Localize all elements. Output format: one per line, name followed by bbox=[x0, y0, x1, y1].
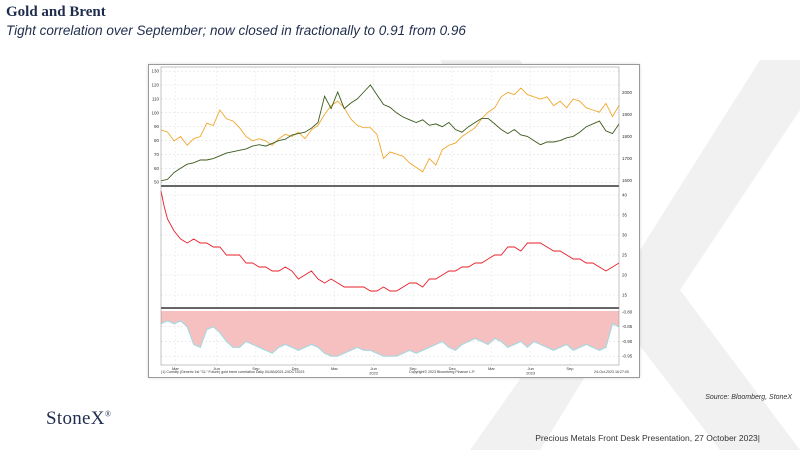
y-left-tick-label: 70 bbox=[154, 152, 160, 157]
x-tick-label: Mar bbox=[331, 366, 339, 371]
y-right-tick-label: -0.80 bbox=[622, 309, 633, 314]
y-left-tick-label: 130 bbox=[151, 69, 159, 74]
chart-canvas: 130 120 110 100 90 80 70 60 50 2000 1900 1800 1700 16… bbox=[151, 66, 633, 376]
y-right-tick-label: 1600 bbox=[622, 178, 633, 183]
x-year-label: 2023 bbox=[526, 371, 536, 376]
y-right-tick-label: 1900 bbox=[622, 112, 633, 117]
source-note: Source: Bloomberg, StoneX bbox=[705, 394, 792, 401]
x-tick-label: Jun bbox=[213, 366, 219, 371]
y-left-tick-label: 120 bbox=[151, 83, 159, 88]
x-tick-label: Dec bbox=[449, 366, 456, 371]
red-series-line bbox=[160, 190, 620, 292]
y-right-tick-label: 15 bbox=[622, 293, 628, 298]
y-right-tick-label: 20 bbox=[622, 273, 628, 278]
x-tick-label: Dec bbox=[292, 366, 299, 371]
y-left-tick-label: 110 bbox=[152, 96, 160, 101]
y-right-tick-label: 2000 bbox=[622, 90, 633, 95]
brent-price-line bbox=[160, 84, 620, 182]
footer-text: Precious Metals Front Desk Presentation,… bbox=[535, 433, 760, 443]
x-tick-label: Mar bbox=[172, 366, 180, 371]
y-right-tick-label: 30 bbox=[622, 233, 628, 238]
y-right-tick-label: 1700 bbox=[622, 156, 633, 161]
y-left-tick-label: 50 bbox=[154, 180, 160, 185]
chart-panel: 130 120 110 100 90 80 70 60 50 2000 1900 1800 1700 16… bbox=[148, 64, 640, 378]
slide-subtitle: Tight correlation over September; now cl… bbox=[6, 23, 466, 38]
x-year-label: 2022 bbox=[369, 371, 379, 376]
slide-title: Gold and Brent bbox=[6, 4, 106, 20]
y-left-tick-label: 80 bbox=[154, 138, 160, 143]
y-right-tick-label: 35 bbox=[622, 213, 628, 218]
panel-2-background bbox=[161, 187, 619, 307]
logo-registered-mark: ® bbox=[104, 409, 112, 419]
chart-footer-copyright: Copyright© 2023 Bloomberg Finance L.P. bbox=[409, 370, 475, 374]
x-tick-label: Mar bbox=[488, 366, 496, 371]
x-tick-label: Sep bbox=[252, 366, 260, 371]
x-tick-label: Jun bbox=[370, 366, 376, 371]
y-left-tick-label: 60 bbox=[154, 166, 160, 171]
y-left-tick-label: 100 bbox=[151, 110, 159, 115]
x-tick-label: Jun bbox=[527, 366, 533, 371]
y-right-tick-label: -0.85 bbox=[622, 324, 633, 329]
y-right-tick-label: -0.95 bbox=[622, 354, 633, 359]
logo-text: StoneX bbox=[46, 408, 105, 429]
chart-footer-timestamp: 24-Oct-2023 16:27:00 bbox=[594, 370, 629, 374]
x-tick-label: Sep bbox=[566, 366, 574, 371]
panel-1-background bbox=[161, 67, 619, 185]
y-right-tick-label: -0.90 bbox=[622, 339, 633, 344]
stonex-logo: StoneX® bbox=[46, 408, 111, 430]
y-right-tick-label: 40 bbox=[622, 193, 628, 198]
y-left-tick-label: 90 bbox=[154, 124, 160, 129]
y-right-tick-label: 1800 bbox=[622, 134, 633, 139]
correlation-area bbox=[161, 311, 619, 357]
gold-price-line bbox=[160, 87, 620, 173]
correlation-line bbox=[160, 320, 620, 357]
plot-border bbox=[160, 66, 620, 366]
chart-footer-series-note: (1) Comdty (Generic 1st "CL" Future) gol… bbox=[161, 370, 304, 374]
y-right-tick-label: 25 bbox=[622, 253, 628, 258]
x-tick-label: Sep bbox=[409, 366, 417, 371]
